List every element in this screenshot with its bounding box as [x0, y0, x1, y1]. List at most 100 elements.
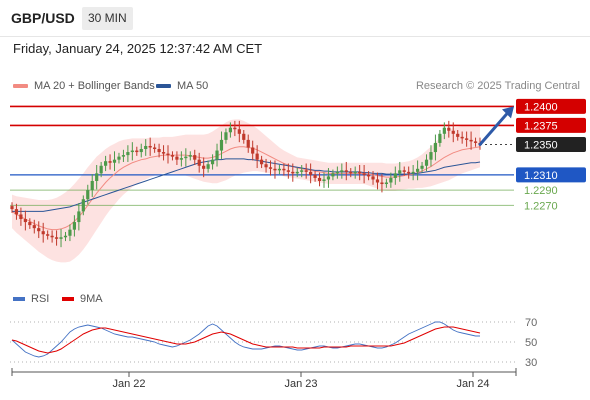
candle-body — [300, 170, 304, 172]
candle-body — [28, 222, 32, 226]
candle-body — [59, 237, 63, 239]
credit-text: Research © 2025 Trading Central — [415, 80, 580, 92]
candle-body — [277, 168, 282, 171]
candle-body — [157, 149, 161, 153]
candle-body — [10, 206, 14, 210]
candle-body — [233, 127, 237, 130]
candle-body — [135, 150, 139, 153]
candle-body — [32, 225, 36, 229]
candle-body — [86, 190, 90, 200]
candle-body — [331, 173, 335, 177]
bollinger-band — [12, 119, 480, 263]
ma20-line — [11, 146, 481, 231]
candle-body — [63, 235, 68, 238]
level-tag-label: 1.2350 — [524, 139, 558, 151]
level-tag-bg — [516, 98, 586, 114]
candle-body — [393, 173, 397, 178]
candle-body — [99, 165, 103, 174]
candle-body — [349, 171, 353, 174]
candle-body — [362, 173, 366, 175]
candle-body — [237, 129, 241, 134]
candle-body — [340, 170, 344, 172]
forecast-arrow-head — [502, 106, 514, 119]
candle-body — [46, 234, 50, 236]
candle-body — [14, 209, 19, 215]
candle-body — [23, 219, 27, 223]
level-tag-bg — [516, 167, 586, 183]
candle-body — [460, 136, 464, 139]
legend-9ma-label: 9MA — [80, 293, 103, 305]
candle-body — [112, 159, 117, 163]
candle-body — [184, 156, 188, 159]
candle-body — [108, 161, 112, 163]
rsi-tick-30: 30 — [525, 357, 537, 369]
candle-body — [77, 211, 81, 223]
rsi-tick-70: 70 — [525, 317, 537, 329]
level-tag-bg — [516, 117, 586, 133]
ma50-line — [12, 158, 481, 212]
candle-body — [317, 177, 322, 181]
candle-body — [215, 150, 219, 160]
candle-body — [206, 164, 210, 169]
candle-body — [344, 170, 348, 172]
legend-rsi-swatch — [13, 297, 25, 302]
candle-body — [420, 165, 424, 169]
candle-body — [473, 141, 478, 143]
candle-body — [144, 145, 148, 150]
candle-body — [375, 179, 380, 183]
level-tag-label: 1.2270 — [524, 200, 558, 212]
candle-body — [228, 127, 232, 133]
candle-body — [161, 152, 166, 154]
candle-body — [193, 155, 197, 160]
symbol-title: GBP/USD — [11, 10, 75, 26]
candle-body — [90, 180, 94, 191]
candle-body — [273, 168, 277, 171]
candle-body — [153, 147, 157, 150]
legend-9ma: 9MA — [62, 293, 103, 305]
legend-ma50-label: MA 50 — [177, 80, 209, 92]
rsi-ma9-line — [11, 326, 481, 354]
candle-body — [407, 171, 411, 174]
candle-body — [389, 177, 393, 183]
candle-body — [366, 174, 371, 177]
header-bar: GBP/USD 30 MIN — [0, 0, 590, 37]
candle-body — [202, 165, 206, 169]
rsi-line — [11, 321, 480, 358]
x-tick-label-jan-23: Jan 23 — [284, 378, 317, 390]
candle-body — [197, 159, 201, 166]
candle-body — [166, 153, 170, 156]
candle-body — [429, 152, 433, 160]
legend-ma50: MA 50 — [156, 80, 208, 92]
candle-body — [260, 159, 264, 165]
candle-body — [309, 171, 313, 175]
candle-body — [130, 150, 134, 153]
candle-body — [398, 170, 402, 174]
candle-body — [72, 222, 76, 230]
candle-body — [313, 174, 317, 178]
level-tag-1-2400: 1.2400 — [516, 98, 586, 114]
candle-body — [433, 142, 438, 153]
candle-body — [104, 161, 108, 166]
candle-body — [442, 127, 446, 134]
level-tag-bg — [516, 136, 586, 152]
legend-ma50-swatch — [156, 84, 171, 89]
candle-body — [291, 171, 295, 174]
candle-body — [447, 127, 451, 131]
timeframe-badge[interactable]: 30 MIN — [82, 7, 133, 30]
candle-body — [188, 155, 192, 157]
candle-body — [37, 228, 41, 232]
candle-body — [170, 155, 175, 157]
level-tag-label: 1.2310 — [524, 170, 558, 182]
level-tag-1-2375: 1.2375 — [516, 117, 586, 133]
level-tag-label: 1.2375 — [524, 120, 558, 132]
level-tag-1-2350: 1.2350 — [516, 136, 586, 152]
candle-body — [268, 167, 273, 169]
level-tag-1-2310: 1.2310 — [516, 167, 586, 183]
forecast-arrow — [478, 109, 511, 146]
level-tag-1-2290: 1.2290 — [524, 185, 558, 197]
candle-body — [219, 139, 224, 151]
legend-bollinger-swatch — [13, 84, 28, 89]
rsi-tick-50: 50 — [525, 337, 537, 349]
candle-body — [335, 171, 339, 174]
